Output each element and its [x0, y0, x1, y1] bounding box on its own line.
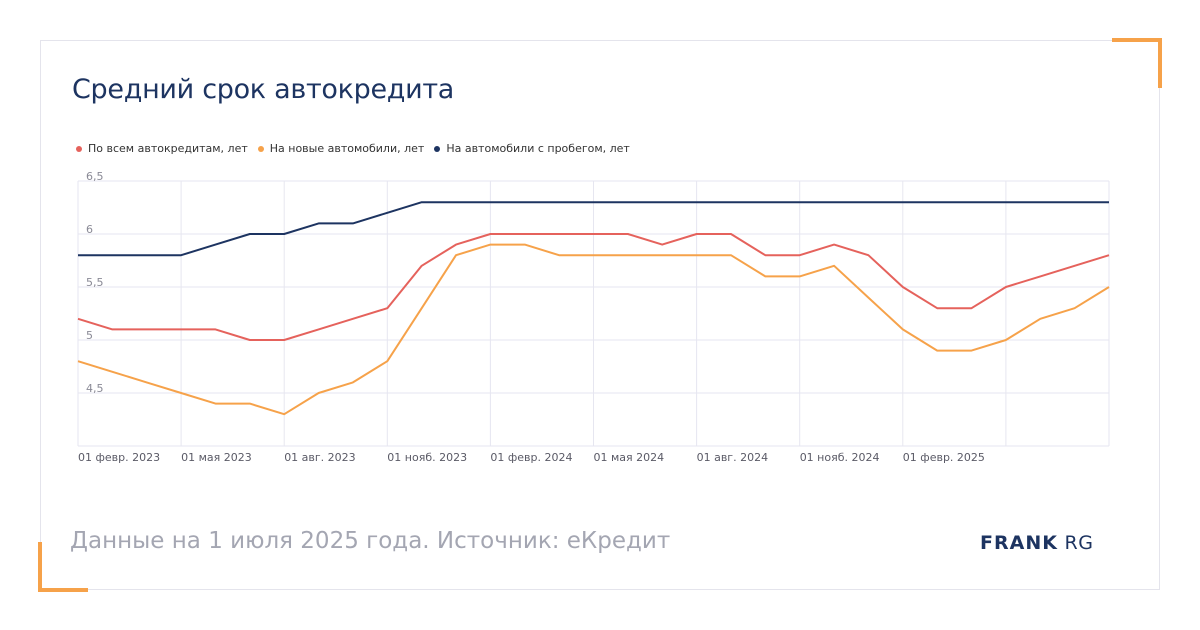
series-line-0	[77, 233, 1110, 341]
legend-item-all: По всем автокредитам, лет	[76, 142, 248, 155]
series-line-2	[78, 201, 1109, 257]
y-tick-label: 5,5	[86, 276, 104, 289]
x-tick-label: 01 февр. 2024	[490, 451, 572, 464]
x-tick-label: 01 нояб. 2024	[800, 451, 880, 464]
legend-label-new: На новые автомобили, лет	[269, 142, 425, 155]
corner-accent-top-right	[1112, 38, 1162, 42]
y-tick-label: 4,5	[86, 382, 104, 395]
chart-title: Средний срок автокредита	[72, 74, 455, 105]
x-tick-label: 01 авг. 2024	[697, 451, 768, 464]
legend-label-all: По всем автокредитам, лет	[88, 142, 248, 155]
corner-accent-bottom-left	[38, 588, 88, 592]
corner-accent-top-right	[1158, 38, 1162, 88]
logo-light-text: RG	[1064, 532, 1094, 554]
x-tick-label: 01 мая 2023	[181, 451, 252, 464]
legend-marker-all	[76, 145, 82, 152]
y-tick-label: 6	[86, 223, 93, 236]
y-tick-label: 5	[86, 329, 93, 342]
x-tick-label: 01 февр. 2023	[78, 451, 160, 464]
corner-accent-bottom-left	[38, 542, 42, 592]
x-tick-label: 01 мая 2024	[594, 451, 665, 464]
x-tick-label: 01 авг. 2023	[284, 451, 355, 464]
legend-marker-new	[257, 145, 264, 152]
chart-card	[40, 40, 1160, 590]
source-note: Данные на 1 июля 2025 года. Источник: еК…	[70, 528, 671, 554]
logo-bold-text: FRANK	[980, 532, 1058, 554]
y-tick-label: 6,5	[86, 170, 104, 183]
x-tick-label: 01 нояб. 2023	[387, 451, 467, 464]
legend-item-new: На новые автомобили, лет	[257, 142, 425, 155]
legend-label-used: На автомобили с пробегом, лет	[446, 142, 630, 155]
series-line-1	[77, 243, 1110, 416]
x-tick-label: 01 февр. 2025	[903, 451, 985, 464]
chart-legend: По всем автокредитам, лет На новые автом…	[76, 142, 630, 155]
legend-item-used: На автомобили с пробегом, лет	[434, 142, 630, 155]
legend-marker-used	[434, 145, 441, 152]
frank-rg-logo: FRANK RG	[980, 532, 1093, 554]
